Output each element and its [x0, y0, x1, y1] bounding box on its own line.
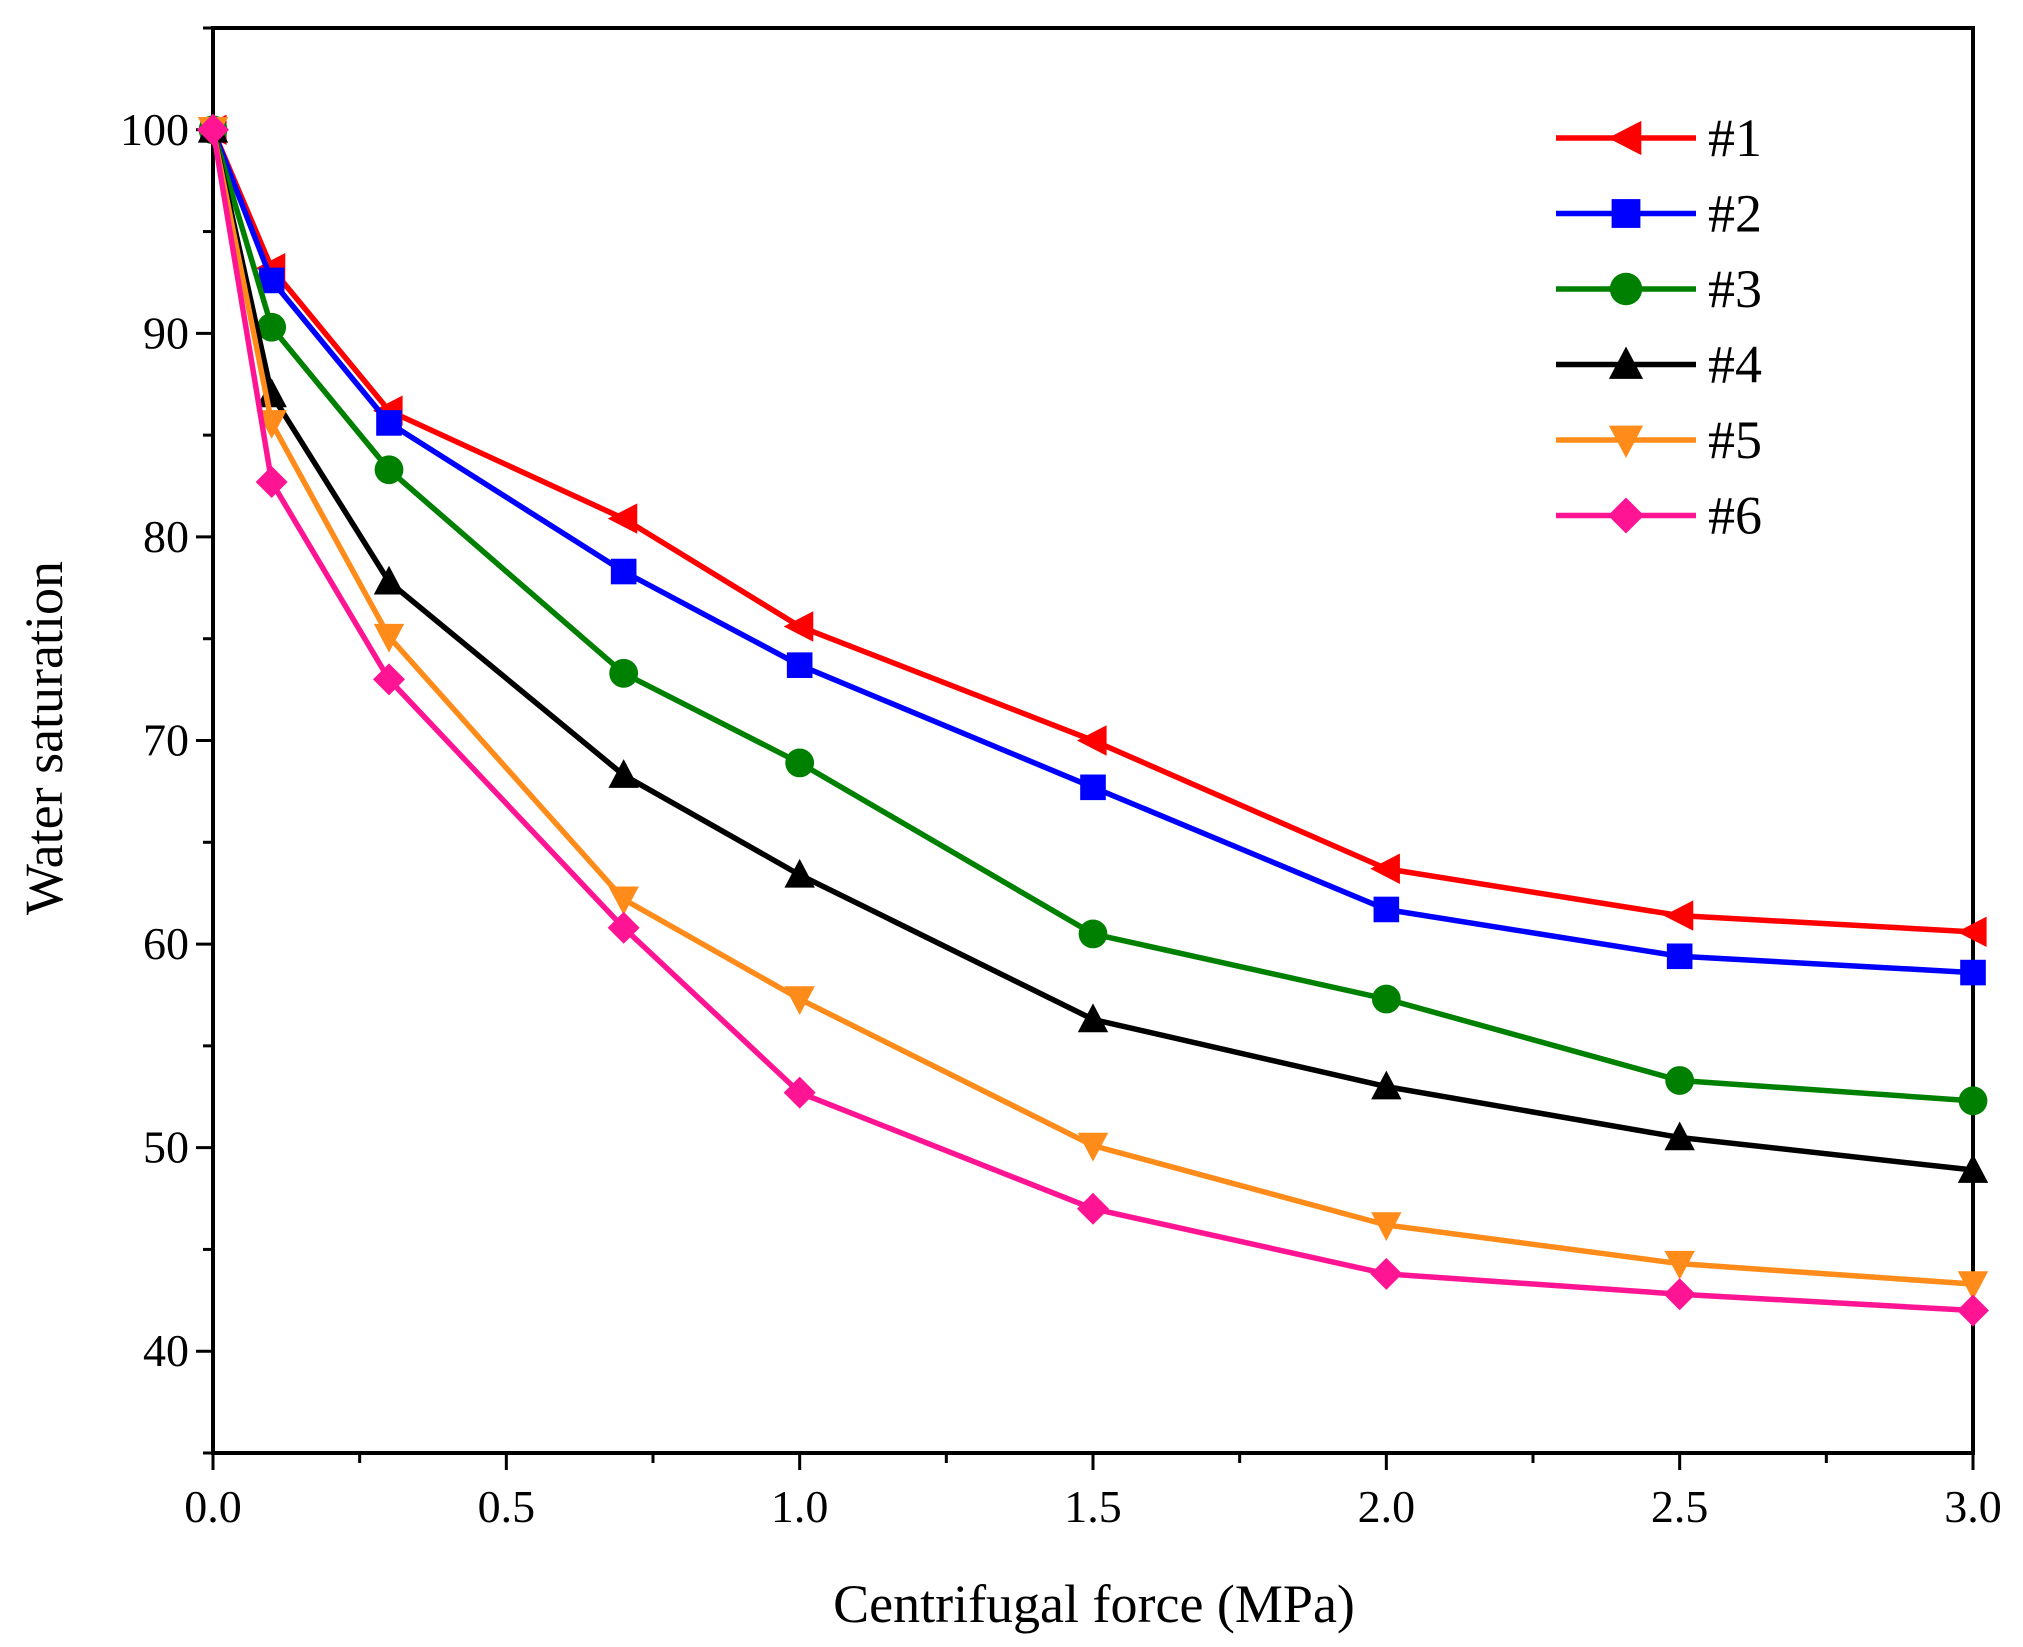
legend-item-6: #6	[1556, 486, 1762, 546]
series-point	[1958, 1086, 1988, 1116]
legend-marker	[1608, 497, 1644, 534]
x-tick-label: 0.5	[478, 1481, 536, 1532]
series-point	[256, 378, 287, 408]
series-point	[1665, 1066, 1695, 1095]
series-point	[197, 113, 229, 146]
series-point	[373, 663, 405, 696]
series-point	[1077, 1132, 1109, 1162]
series-point	[608, 886, 639, 916]
series-point	[1663, 900, 1694, 931]
legend-marker	[1609, 272, 1643, 306]
legend-marker	[1608, 120, 1642, 156]
legend-label: #6	[1708, 486, 1762, 546]
axes-layer: 0.0 0.5 1.0 1.5 2.0 2.5 3.0 40 50 60 70 80 90 100	[120, 26, 2002, 1532]
legend-label: #1	[1708, 108, 1762, 168]
y-axis-title: Water saturation	[14, 561, 74, 915]
series-point	[376, 410, 402, 436]
series-point	[1370, 1257, 1403, 1290]
series-point	[1077, 1003, 1109, 1033]
x-tick-label: 2.5	[1651, 1481, 1709, 1532]
series-point	[1371, 1212, 1402, 1241]
legend-marker	[1608, 346, 1644, 379]
legend-label: #3	[1708, 259, 1762, 319]
y-tick-label: 50	[143, 1122, 189, 1173]
legend-item-1: #1	[1556, 108, 1762, 168]
legend-item-2: #2	[1556, 184, 1762, 244]
legend-label: #4	[1708, 335, 1762, 395]
series-point	[1957, 1154, 1989, 1183]
legend-label: #5	[1708, 410, 1762, 470]
y-tick-label: 90	[143, 307, 189, 358]
series-point	[1666, 943, 1693, 970]
series-5	[197, 116, 1989, 1301]
series-point	[610, 558, 637, 585]
series-layer	[197, 113, 1989, 1327]
series-point	[1664, 1250, 1695, 1280]
series-point	[785, 748, 815, 778]
legend-marker	[1608, 425, 1644, 458]
series-point	[1957, 1271, 1989, 1301]
series-point	[373, 565, 405, 595]
series-point	[1663, 1278, 1696, 1311]
series-point	[1080, 774, 1106, 801]
series-point	[257, 312, 287, 342]
y-tick-label: 80	[143, 511, 189, 562]
series-point	[1957, 916, 1987, 948]
legend: #1 #2 #3 #4 #5 #6	[1556, 108, 1762, 546]
series-point	[607, 503, 638, 534]
series-point	[373, 623, 405, 653]
x-tick-label: 0.0	[184, 1481, 242, 1532]
series-point	[1370, 853, 1400, 884]
y-tick-label: 100	[120, 104, 189, 155]
series-point	[786, 652, 813, 678]
legend-item-4: #4	[1556, 335, 1762, 395]
series-point	[608, 759, 639, 788]
series-point	[1373, 896, 1400, 923]
x-tick-label: 3.0	[1944, 1481, 2002, 1532]
y-tick-label: 60	[143, 918, 189, 969]
series-point	[1078, 919, 1108, 949]
legend-item-3: #3	[1556, 259, 1762, 319]
series-point	[784, 986, 815, 1016]
series-point	[1077, 725, 1107, 756]
series-point	[374, 455, 404, 485]
series-point	[784, 858, 815, 888]
x-tick-label: 2.0	[1358, 1481, 1416, 1532]
legend-item-5: #5	[1556, 410, 1762, 470]
series-point	[1371, 984, 1401, 1014]
series-point	[255, 465, 288, 498]
x-axis-title: Centrifugal force (MPa)	[833, 1574, 1355, 1634]
y-tick-label: 40	[143, 1325, 189, 1376]
x-tick-label: 1.5	[1064, 1481, 1122, 1532]
series-point	[783, 611, 814, 642]
series-point	[1957, 1294, 1989, 1327]
series-6	[197, 113, 1989, 1327]
series-point	[783, 1076, 816, 1109]
series-point	[1960, 959, 1986, 986]
y-tick-label: 70	[143, 715, 189, 766]
series-point	[607, 911, 640, 944]
legend-label: #2	[1708, 184, 1762, 244]
series-point	[1664, 1121, 1695, 1151]
x-tick-label: 1.0	[771, 1481, 829, 1532]
series-point	[609, 658, 639, 688]
legend-marker	[1611, 199, 1641, 228]
series-point	[256, 410, 287, 439]
series-point	[1371, 1070, 1402, 1100]
series-point	[1077, 1192, 1109, 1225]
